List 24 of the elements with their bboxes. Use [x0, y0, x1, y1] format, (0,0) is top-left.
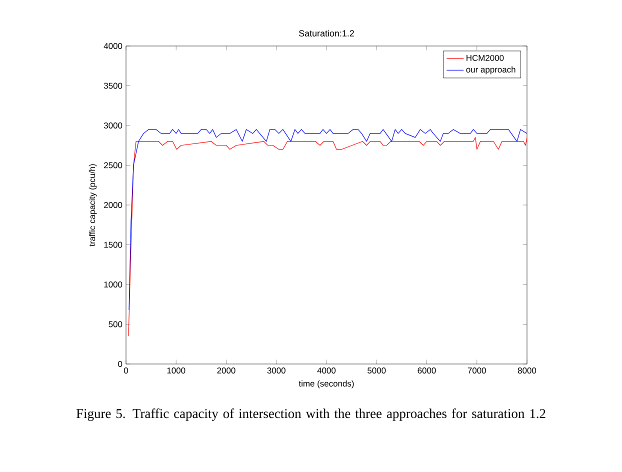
y-tick-label: 2000 [104, 202, 122, 208]
x-tick-label: 6000 [418, 368, 436, 374]
x-tick-label: 3000 [267, 368, 286, 374]
x-tick-label: 8000 [518, 368, 536, 374]
legend-label: our approach [466, 66, 516, 74]
x-tick-label: 7000 [468, 368, 486, 374]
x-axis-title: time (seconds) [298, 380, 354, 388]
y-tick-label: 2500 [104, 162, 122, 168]
x-tick-label: 4000 [317, 368, 336, 374]
x-tick-label: 2000 [217, 368, 236, 374]
y-axis-title: traffic capacity (pcu/h) [88, 164, 97, 246]
caption: Figure 5. Traffic capacity of intersection with the three approaches for saturation 1.2 [76, 408, 546, 421]
y-tick-label: 1000 [104, 282, 122, 288]
y-tick-label: 0 [118, 361, 122, 367]
y-tick-label: 1500 [104, 242, 122, 248]
y-tick-label: 3500 [104, 82, 122, 89]
y-tick-label: 500 [108, 321, 122, 328]
legend-label: HCM2000 [466, 54, 504, 61]
y-tick-label: 3000 [104, 122, 122, 128]
x-tick-label: 1000 [167, 368, 186, 374]
x-tick-label: 0 [124, 368, 128, 374]
chart-title: Saturation:1.2 [298, 30, 354, 37]
x-tick-label: 5000 [368, 368, 386, 374]
y-tick-label: 4000 [104, 43, 122, 49]
